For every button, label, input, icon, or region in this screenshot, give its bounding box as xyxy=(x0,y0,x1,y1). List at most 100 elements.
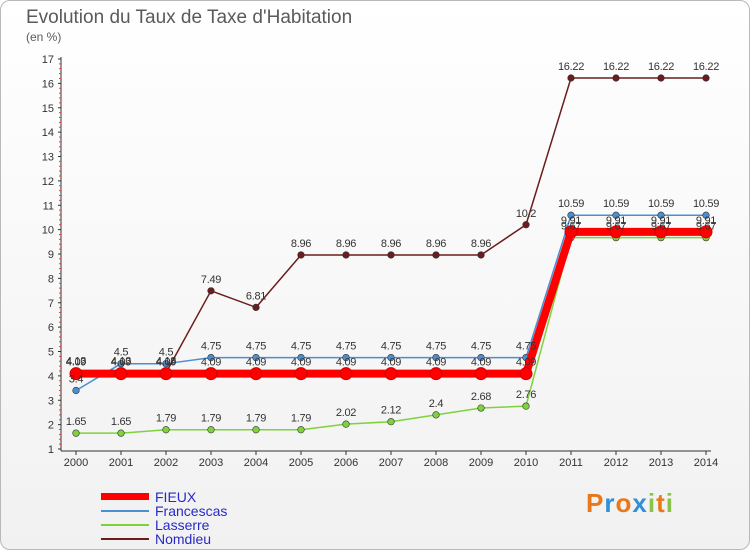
data-label: 9.91 xyxy=(696,215,716,227)
data-label: 4.13 xyxy=(111,356,131,368)
data-label: 9.67 xyxy=(651,221,671,233)
data-point xyxy=(477,353,485,362)
data-label: 4.09 xyxy=(246,357,266,369)
y-tick-label: 17 xyxy=(42,54,54,66)
y-tick-label: 11 xyxy=(43,200,54,212)
data-point xyxy=(162,426,170,434)
data-label: 2.02 xyxy=(336,407,356,419)
data-label: 9.91 xyxy=(606,215,626,227)
data-point xyxy=(342,420,350,428)
data-point xyxy=(474,367,488,381)
x-tick-label: 2003 xyxy=(199,457,223,469)
legend-label: Lasserre xyxy=(155,516,210,533)
y-tick-label: 5 xyxy=(48,347,54,359)
data-point xyxy=(384,367,398,381)
data-point xyxy=(657,211,665,219)
legend-item-lasserre: Lasserre xyxy=(101,516,210,533)
data-label: 4.75 xyxy=(336,341,356,353)
data-label: 16.22 xyxy=(693,61,719,73)
legend-label: Nomdieu xyxy=(155,530,212,547)
data-point xyxy=(252,303,260,311)
data-point xyxy=(387,251,395,259)
x-tick-label: 2001 xyxy=(109,457,133,469)
data-label: 4.09 xyxy=(381,357,401,369)
logo-letter: r xyxy=(604,488,616,518)
data-point xyxy=(699,225,713,239)
x-tick-label: 2011 xyxy=(559,457,583,469)
data-label: 4.75 xyxy=(516,341,536,353)
data-point xyxy=(432,353,440,362)
data-point xyxy=(204,367,218,381)
data-label: 4.75 xyxy=(246,341,266,353)
y-tick-label: 12 xyxy=(42,176,54,188)
data-label: 9.67 xyxy=(561,221,581,233)
data-label: 8.96 xyxy=(336,238,356,250)
data-label: 7.49 xyxy=(201,274,221,286)
data-point xyxy=(387,418,395,426)
data-point xyxy=(207,353,215,362)
y-tick-label: 1 xyxy=(48,444,54,456)
legend-label: FIEUX xyxy=(155,488,197,505)
data-point xyxy=(519,367,533,381)
data-label: 2.12 xyxy=(381,405,401,417)
data-point xyxy=(117,429,125,437)
data-label: 16.22 xyxy=(603,61,629,73)
data-label: 1.65 xyxy=(66,416,86,428)
y-tick-label: 4 xyxy=(48,371,54,383)
data-label: 1.79 xyxy=(156,413,176,425)
data-point xyxy=(567,74,575,82)
x-tick-label: 2010 xyxy=(514,457,538,469)
logo-letter: x xyxy=(632,488,648,518)
data-label: 4.75 xyxy=(201,341,221,353)
data-point xyxy=(612,211,620,219)
x-tick-label: 2012 xyxy=(604,457,628,469)
data-point xyxy=(72,386,80,395)
data-point xyxy=(159,367,173,381)
data-point xyxy=(702,211,710,219)
data-point xyxy=(162,360,170,368)
data-point xyxy=(477,251,485,259)
x-tick-label: 2009 xyxy=(469,457,493,469)
data-point xyxy=(387,353,395,362)
data-point xyxy=(612,74,620,82)
data-label: 10.59 xyxy=(648,198,674,210)
data-label: 1.65 xyxy=(111,416,131,428)
logo-letter: i xyxy=(665,488,674,518)
data-label: 4.09 xyxy=(291,357,311,369)
y-tick-label: 8 xyxy=(48,273,54,285)
data-label: 9.67 xyxy=(696,221,716,233)
data-point xyxy=(69,367,83,381)
data-label: 4.13 xyxy=(156,356,176,368)
logo-letter: o xyxy=(615,488,633,518)
legend-swatch-francescas xyxy=(101,509,149,512)
logo-letter: P xyxy=(586,488,605,518)
data-point xyxy=(432,251,440,259)
x-tick-label: 2004 xyxy=(244,457,268,469)
data-label: 1.79 xyxy=(291,413,311,425)
data-point xyxy=(522,402,530,410)
data-point xyxy=(114,367,128,381)
unit-label: (en %) xyxy=(26,30,62,44)
data-label: 4.13 xyxy=(66,356,86,368)
data-label: 4.09 xyxy=(471,357,491,369)
y-tick-label: 16 xyxy=(42,78,54,90)
y-tick-label: 14 xyxy=(42,127,54,139)
data-label: 1.79 xyxy=(201,413,221,425)
data-label: 4.5 xyxy=(159,347,174,359)
data-label: 4.75 xyxy=(471,341,491,353)
x-tick-label: 2008 xyxy=(424,457,448,469)
data-label: 8.96 xyxy=(291,238,311,250)
data-label: 16.22 xyxy=(648,61,674,73)
legend-item-nomdieu: Nomdieu xyxy=(101,530,212,547)
x-tick-label: 2006 xyxy=(334,457,358,469)
data-point xyxy=(252,426,260,434)
data-label: 4.09 xyxy=(336,357,356,369)
y-tick-label: 15 xyxy=(42,103,54,115)
data-label: 4.09 xyxy=(516,357,536,369)
data-label: 4.09 xyxy=(201,357,221,369)
data-label: 10.59 xyxy=(558,198,584,210)
data-point xyxy=(297,426,305,434)
data-point xyxy=(654,225,668,239)
data-point xyxy=(564,225,578,239)
